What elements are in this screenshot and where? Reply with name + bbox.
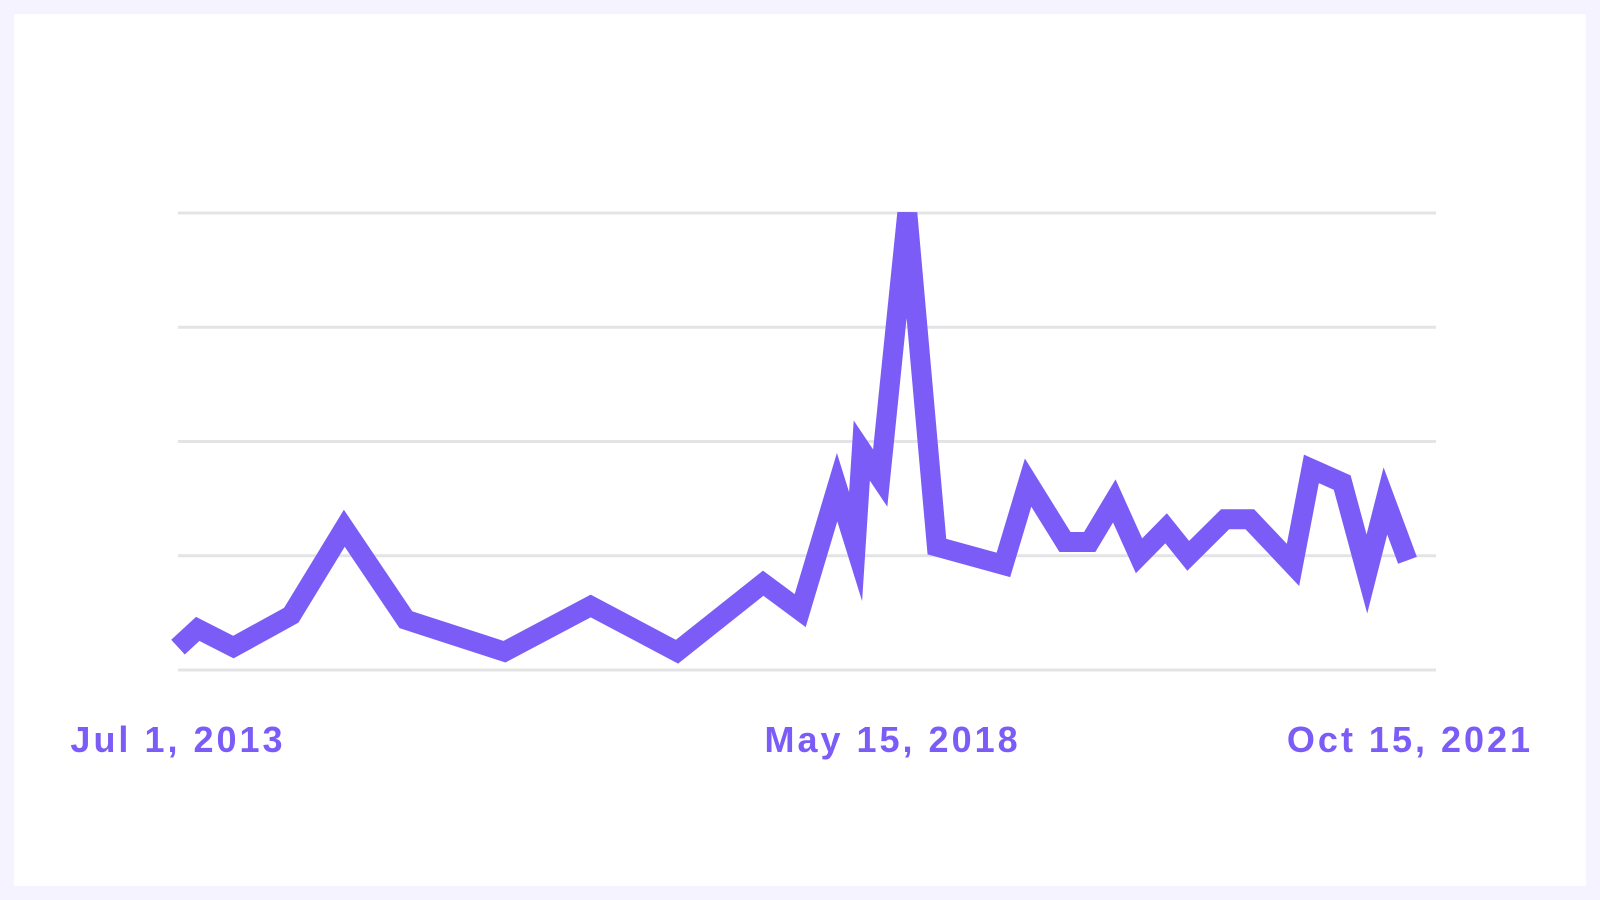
x-tick-label-2: Oct 15, 2021: [1287, 719, 1533, 760]
x-tick-label-1: May 15, 2018: [764, 719, 1020, 760]
series-group: [171, 211, 1417, 664]
chart-card: [14, 14, 1586, 886]
x-axis-tick-labels: Jul 1, 2013 May 15, 2018 Oct 15, 2021: [70, 719, 1533, 760]
x-tick-label-0: Jul 1, 2013: [70, 719, 285, 760]
series-line-0: [171, 211, 1417, 664]
